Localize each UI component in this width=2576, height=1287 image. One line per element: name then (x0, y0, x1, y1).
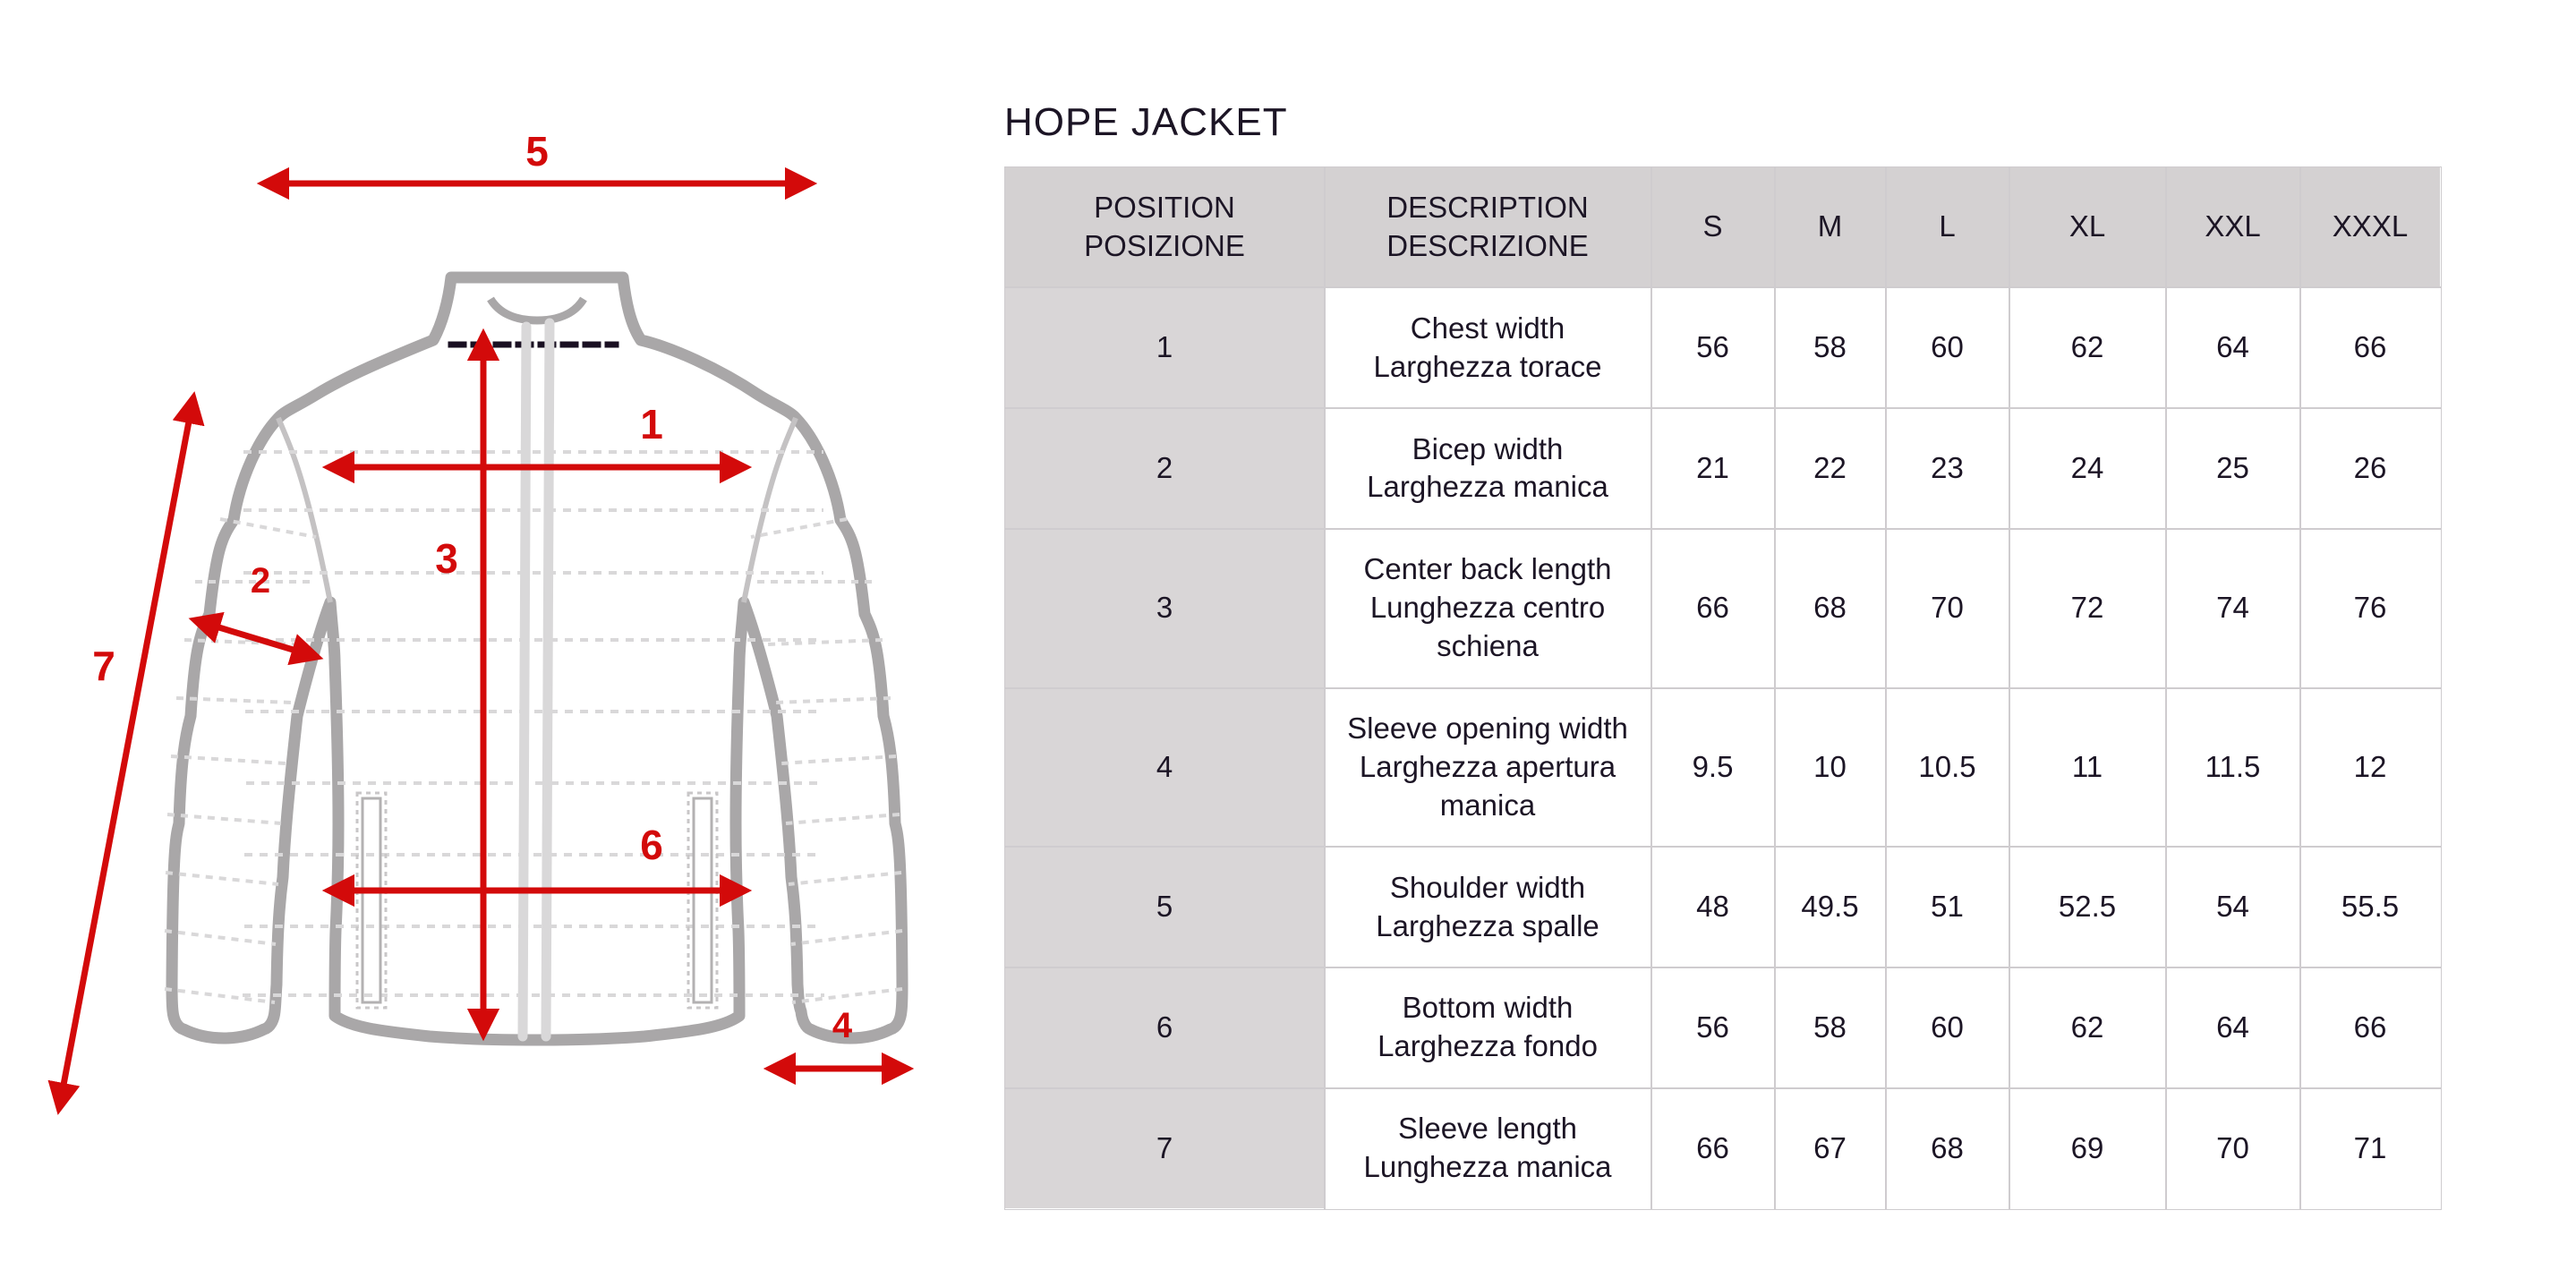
svg-text:4: 4 (832, 1006, 853, 1045)
svg-text:5: 5 (525, 134, 549, 175)
svg-text:2: 2 (251, 561, 270, 601)
svg-text:6: 6 (640, 822, 663, 868)
svg-text:1: 1 (640, 401, 663, 447)
svg-text:7: 7 (92, 643, 115, 689)
svg-text:3: 3 (435, 535, 458, 582)
